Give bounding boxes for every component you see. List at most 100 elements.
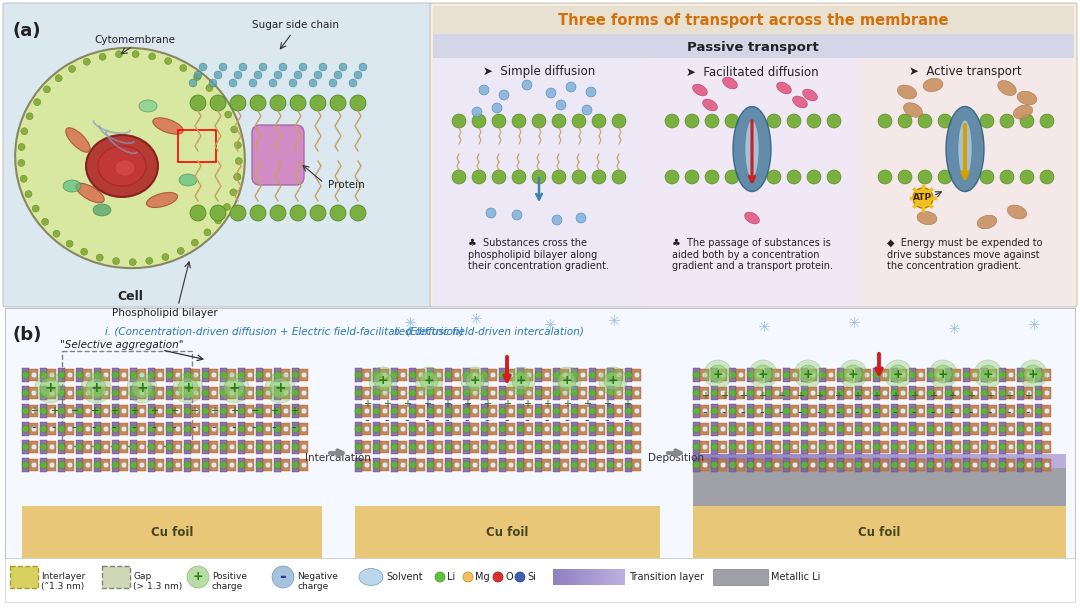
Circle shape	[563, 444, 568, 450]
Text: -: -	[912, 406, 916, 420]
Bar	[578, 441, 588, 453]
Circle shape	[67, 390, 72, 396]
Bar	[399, 369, 407, 381]
Bar	[453, 423, 461, 435]
Circle shape	[571, 444, 578, 450]
Bar	[783, 368, 789, 382]
Circle shape	[607, 444, 615, 450]
Circle shape	[42, 218, 49, 225]
Bar	[245, 423, 254, 435]
Bar	[700, 459, 708, 471]
Bar	[625, 404, 632, 418]
Circle shape	[220, 425, 227, 433]
Circle shape	[382, 426, 388, 432]
Text: -: -	[31, 422, 37, 434]
Bar	[245, 405, 254, 417]
Ellipse shape	[904, 103, 922, 117]
Circle shape	[220, 389, 227, 397]
Circle shape	[463, 572, 473, 582]
Bar	[718, 387, 727, 399]
Bar	[801, 404, 808, 418]
Circle shape	[599, 367, 627, 395]
Circle shape	[878, 114, 892, 128]
Circle shape	[747, 425, 754, 433]
Text: -: -	[931, 406, 935, 420]
Circle shape	[625, 389, 632, 397]
Circle shape	[184, 461, 191, 469]
Circle shape	[693, 408, 700, 414]
Bar	[427, 422, 434, 436]
Bar	[148, 440, 156, 454]
Circle shape	[418, 426, 423, 432]
Bar	[281, 405, 291, 417]
Circle shape	[936, 444, 942, 450]
Bar	[897, 405, 907, 417]
Bar	[362, 423, 372, 435]
Bar	[589, 440, 596, 454]
Circle shape	[329, 79, 337, 87]
Bar	[1035, 368, 1042, 382]
Bar	[632, 405, 642, 417]
Text: "Selective aggregation": "Selective aggregation"	[60, 340, 184, 350]
Bar	[202, 386, 210, 400]
Circle shape	[634, 390, 639, 396]
Text: ✳: ✳	[757, 321, 769, 335]
Bar	[999, 458, 1005, 472]
Bar	[808, 369, 816, 381]
Circle shape	[945, 408, 951, 414]
Bar	[148, 404, 156, 418]
Circle shape	[235, 158, 242, 164]
Circle shape	[625, 408, 632, 414]
Bar	[571, 368, 578, 382]
Bar	[499, 440, 507, 454]
Circle shape	[1044, 408, 1050, 414]
Circle shape	[526, 372, 531, 378]
Bar	[470, 423, 480, 435]
Circle shape	[532, 114, 546, 128]
Circle shape	[94, 461, 102, 469]
Circle shape	[26, 113, 33, 120]
Circle shape	[901, 426, 906, 432]
Circle shape	[175, 372, 180, 378]
Bar	[897, 459, 907, 471]
Bar	[281, 369, 291, 381]
Circle shape	[819, 461, 826, 469]
Circle shape	[1000, 170, 1014, 184]
Circle shape	[266, 444, 271, 450]
Bar	[632, 441, 642, 453]
Text: -: -	[759, 406, 765, 420]
Circle shape	[617, 444, 622, 450]
Text: -: -	[816, 406, 821, 420]
Bar	[999, 404, 1005, 418]
Circle shape	[873, 371, 880, 378]
Circle shape	[292, 389, 299, 397]
Bar	[274, 386, 281, 400]
Bar	[1024, 405, 1032, 417]
Circle shape	[220, 461, 227, 469]
Circle shape	[711, 444, 718, 450]
Circle shape	[617, 462, 622, 468]
Bar	[934, 369, 943, 381]
Bar	[826, 423, 835, 435]
Circle shape	[847, 390, 852, 396]
Circle shape	[94, 408, 102, 414]
Circle shape	[194, 71, 202, 79]
Circle shape	[580, 372, 585, 378]
Circle shape	[847, 462, 852, 468]
Circle shape	[783, 425, 789, 433]
Bar	[391, 422, 399, 436]
Circle shape	[927, 461, 934, 469]
Bar	[718, 423, 727, 435]
Bar	[488, 441, 497, 453]
Circle shape	[634, 408, 639, 414]
Bar	[391, 458, 399, 472]
Bar	[596, 441, 605, 453]
Circle shape	[634, 372, 639, 378]
Circle shape	[918, 462, 923, 468]
Circle shape	[112, 444, 119, 450]
Bar	[380, 369, 389, 381]
Circle shape	[767, 114, 781, 128]
Circle shape	[720, 444, 726, 450]
Circle shape	[783, 408, 789, 414]
Bar	[130, 368, 137, 382]
